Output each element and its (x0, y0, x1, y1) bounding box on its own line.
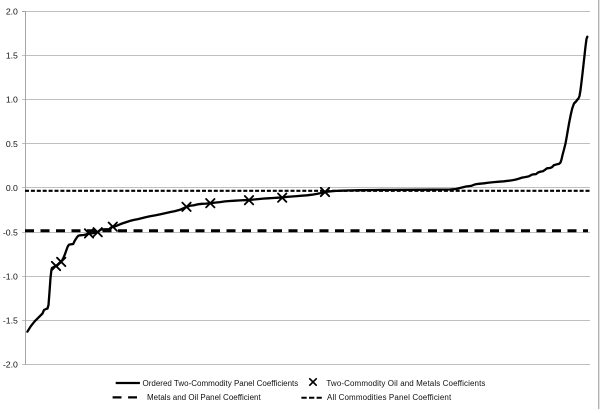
svg-text:1.5: 1.5 (6, 51, 18, 61)
svg-text:0.5: 0.5 (6, 139, 18, 149)
svg-text:-1.5: -1.5 (3, 316, 18, 326)
svg-text:Two-Commodity Oil and Metals C: Two-Commodity Oil and Metals Coefficient… (326, 379, 485, 388)
svg-text:-1.0: -1.0 (3, 272, 18, 282)
svg-text:-0.5: -0.5 (3, 228, 18, 238)
svg-text:Metals and Oil Panel Coefficie: Metals and Oil Panel Coefficient (147, 393, 261, 402)
svg-text:2.0: 2.0 (6, 7, 18, 17)
svg-text:All Commodities Panel Coeffici: All Commodities Panel Coefficient (327, 393, 452, 402)
svg-text:0.0: 0.0 (6, 183, 18, 193)
svg-text:-2.0: -2.0 (3, 360, 18, 370)
svg-text:Ordered Two-Commodity Panel Co: Ordered Two-Commodity Panel Coefficients (143, 379, 299, 388)
svg-text:1.0: 1.0 (6, 95, 18, 105)
